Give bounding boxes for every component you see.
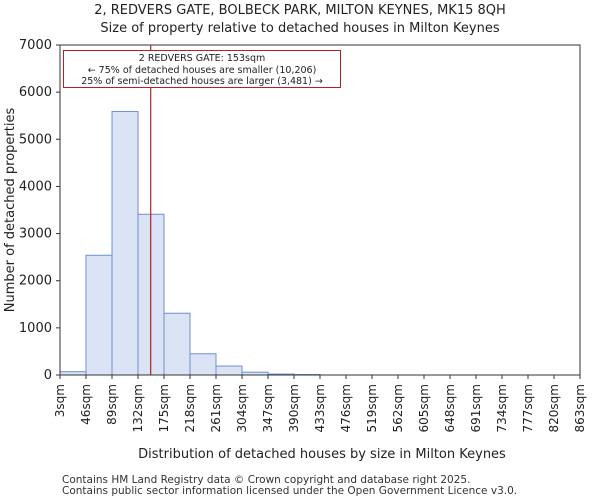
y-axis-label: Number of detached properties bbox=[3, 108, 18, 313]
y-tick-label-2000: 2000 bbox=[19, 274, 52, 289]
y-tick-label-6000: 6000 bbox=[19, 85, 52, 100]
annotation-line1: 2 REDVERS GATE: 153sqm bbox=[138, 53, 266, 64]
x-tick-label-691sqm: 691sqm bbox=[469, 384, 483, 432]
x-tick-label-390sqm: 390sqm bbox=[287, 384, 301, 432]
x-tick-label-605sqm: 605sqm bbox=[417, 384, 431, 432]
x-tick-label-734sqm: 734sqm bbox=[495, 384, 509, 432]
footer-licence: Contains public sector information licen… bbox=[62, 485, 518, 497]
bar-89sqm bbox=[111, 110, 139, 376]
footer-copyright: Contains HM Land Registry data © Crown c… bbox=[62, 474, 471, 486]
x-tick-label-777sqm: 777sqm bbox=[521, 384, 535, 432]
x-tick-label-89sqm: 89sqm bbox=[105, 384, 119, 425]
x-tick-label-261sqm: 261sqm bbox=[209, 384, 223, 432]
x-tick-label-562sqm: 562sqm bbox=[391, 384, 405, 432]
y-tick-label-7000: 7000 bbox=[19, 38, 52, 53]
annotation-line2: ← 75% of detached houses are smaller (10… bbox=[87, 64, 317, 76]
x-tick-label-433sqm: 433sqm bbox=[313, 384, 327, 432]
bar-175sqm bbox=[163, 312, 191, 376]
bar-218sqm bbox=[189, 353, 217, 376]
x-tick-label-46sqm: 46sqm bbox=[79, 384, 93, 425]
bar-46sqm bbox=[85, 254, 113, 376]
x-axis-label: Distribution of detached houses by size … bbox=[138, 447, 506, 462]
annotation-line3: 25% of semi-detached houses are larger (… bbox=[81, 76, 323, 87]
chart-title-line2: Size of property relative to detached ho… bbox=[100, 21, 500, 36]
x-tick-label-218sqm: 218sqm bbox=[183, 384, 197, 432]
x-tick-label-132sqm: 132sqm bbox=[131, 384, 145, 432]
x-tick-label-820sqm: 820sqm bbox=[547, 384, 561, 432]
x-tick-label-304sqm: 304sqm bbox=[235, 384, 249, 432]
y-tick-label-1000: 1000 bbox=[19, 321, 52, 336]
bar-261sqm bbox=[215, 365, 243, 376]
y-tick-label-4000: 4000 bbox=[19, 179, 52, 194]
x-tick-label-648sqm: 648sqm bbox=[443, 384, 457, 432]
x-tick-label-3sqm: 3sqm bbox=[53, 384, 67, 417]
x-tick-label-519sqm: 519sqm bbox=[365, 384, 379, 432]
x-tick-label-347sqm: 347sqm bbox=[261, 384, 275, 432]
chart-title-line1: 2, REDVERS GATE, BOLBECK PARK, MILTON KE… bbox=[94, 3, 506, 18]
x-tick-label-476sqm: 476sqm bbox=[339, 384, 353, 432]
annotation-box: 2 REDVERS GATE: 153sqm ← 75% of detached… bbox=[63, 50, 341, 88]
y-tick-label-3000: 3000 bbox=[19, 227, 52, 242]
x-tick-label-175sqm: 175sqm bbox=[157, 384, 171, 432]
y-tick-label-0: 0 bbox=[44, 368, 52, 383]
x-tick-label-863sqm: 863sqm bbox=[573, 384, 587, 432]
y-tick-label-5000: 5000 bbox=[19, 132, 52, 147]
